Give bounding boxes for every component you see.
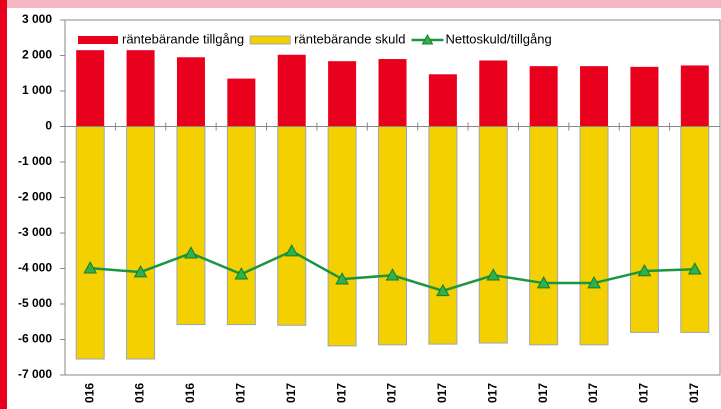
- x-tick-label: 017: [334, 383, 348, 403]
- marker: [486, 268, 501, 281]
- legend-label: Nettoskuld/tillgång: [445, 31, 551, 46]
- y-tick-label: -2 000: [18, 190, 52, 204]
- x-tick-label: 017: [687, 383, 701, 403]
- bar: [428, 74, 457, 127]
- bar: [479, 60, 508, 127]
- bar: [680, 126, 710, 333]
- marker: [234, 267, 249, 280]
- bar: [580, 66, 609, 127]
- x-tick-label: 017: [385, 383, 399, 403]
- x-tick-label: 016: [82, 383, 96, 403]
- y-tick-label: -6 000: [18, 332, 52, 346]
- y-tick-label: 3 000: [22, 12, 52, 26]
- bar: [529, 126, 559, 346]
- y-tick-label: 2 000: [22, 48, 52, 62]
- bar: [680, 65, 709, 127]
- legend-swatch: [249, 35, 291, 45]
- bar: [176, 126, 206, 326]
- legend-label: räntebärande tillgång: [122, 31, 244, 46]
- x-tick-label: 016: [183, 383, 197, 403]
- bar: [126, 126, 156, 360]
- bar: [227, 78, 256, 127]
- marker: [687, 262, 702, 275]
- bar: [529, 66, 558, 127]
- marker: [184, 246, 198, 259]
- marker: [83, 261, 98, 274]
- bar: [629, 126, 659, 333]
- marker: [284, 244, 299, 257]
- bar: [579, 126, 609, 346]
- legend-swatch: [78, 36, 118, 44]
- marker: [335, 272, 349, 285]
- legend-marker: [421, 33, 434, 45]
- marker: [133, 265, 148, 278]
- x-tick-label: 016: [133, 383, 147, 403]
- bar: [277, 54, 306, 127]
- header-strip: [0, 0, 721, 8]
- marker: [436, 283, 450, 297]
- y-tick-label: -3 000: [18, 225, 52, 239]
- y-tick-label: -4 000: [18, 261, 52, 275]
- x-tick-label: 017: [234, 383, 248, 403]
- bar: [630, 66, 659, 127]
- bar: [378, 126, 407, 346]
- marker: [536, 276, 551, 289]
- bar: [327, 126, 357, 347]
- x-tick-label: 017: [637, 383, 651, 403]
- bar: [176, 57, 205, 127]
- bar: [277, 126, 307, 326]
- x-tick-label: 017: [586, 383, 600, 403]
- y-tick-label: -1 000: [18, 154, 52, 168]
- bar: [428, 126, 458, 345]
- bar: [75, 126, 105, 360]
- marker: [385, 268, 400, 281]
- x-tick-label: 017: [284, 383, 298, 403]
- x-tick-label: 017: [536, 383, 550, 403]
- side-strip: [0, 0, 7, 409]
- y-tick-label: 0: [45, 119, 52, 133]
- bar: [378, 59, 407, 127]
- legend-label: räntebärande skuld: [294, 31, 405, 46]
- x-tick-label: 017: [485, 383, 499, 403]
- x-tick-label: 017: [435, 383, 449, 403]
- y-tick-label: -7 000: [18, 367, 52, 381]
- bar: [126, 50, 155, 127]
- bar: [226, 126, 256, 326]
- bar: [478, 126, 508, 344]
- y-tick-label: 1 000: [22, 83, 52, 97]
- y-tick-label: -5 000: [18, 296, 52, 310]
- marker: [637, 263, 652, 277]
- marker: [587, 276, 601, 289]
- bar: [76, 50, 105, 127]
- bar: [328, 61, 357, 127]
